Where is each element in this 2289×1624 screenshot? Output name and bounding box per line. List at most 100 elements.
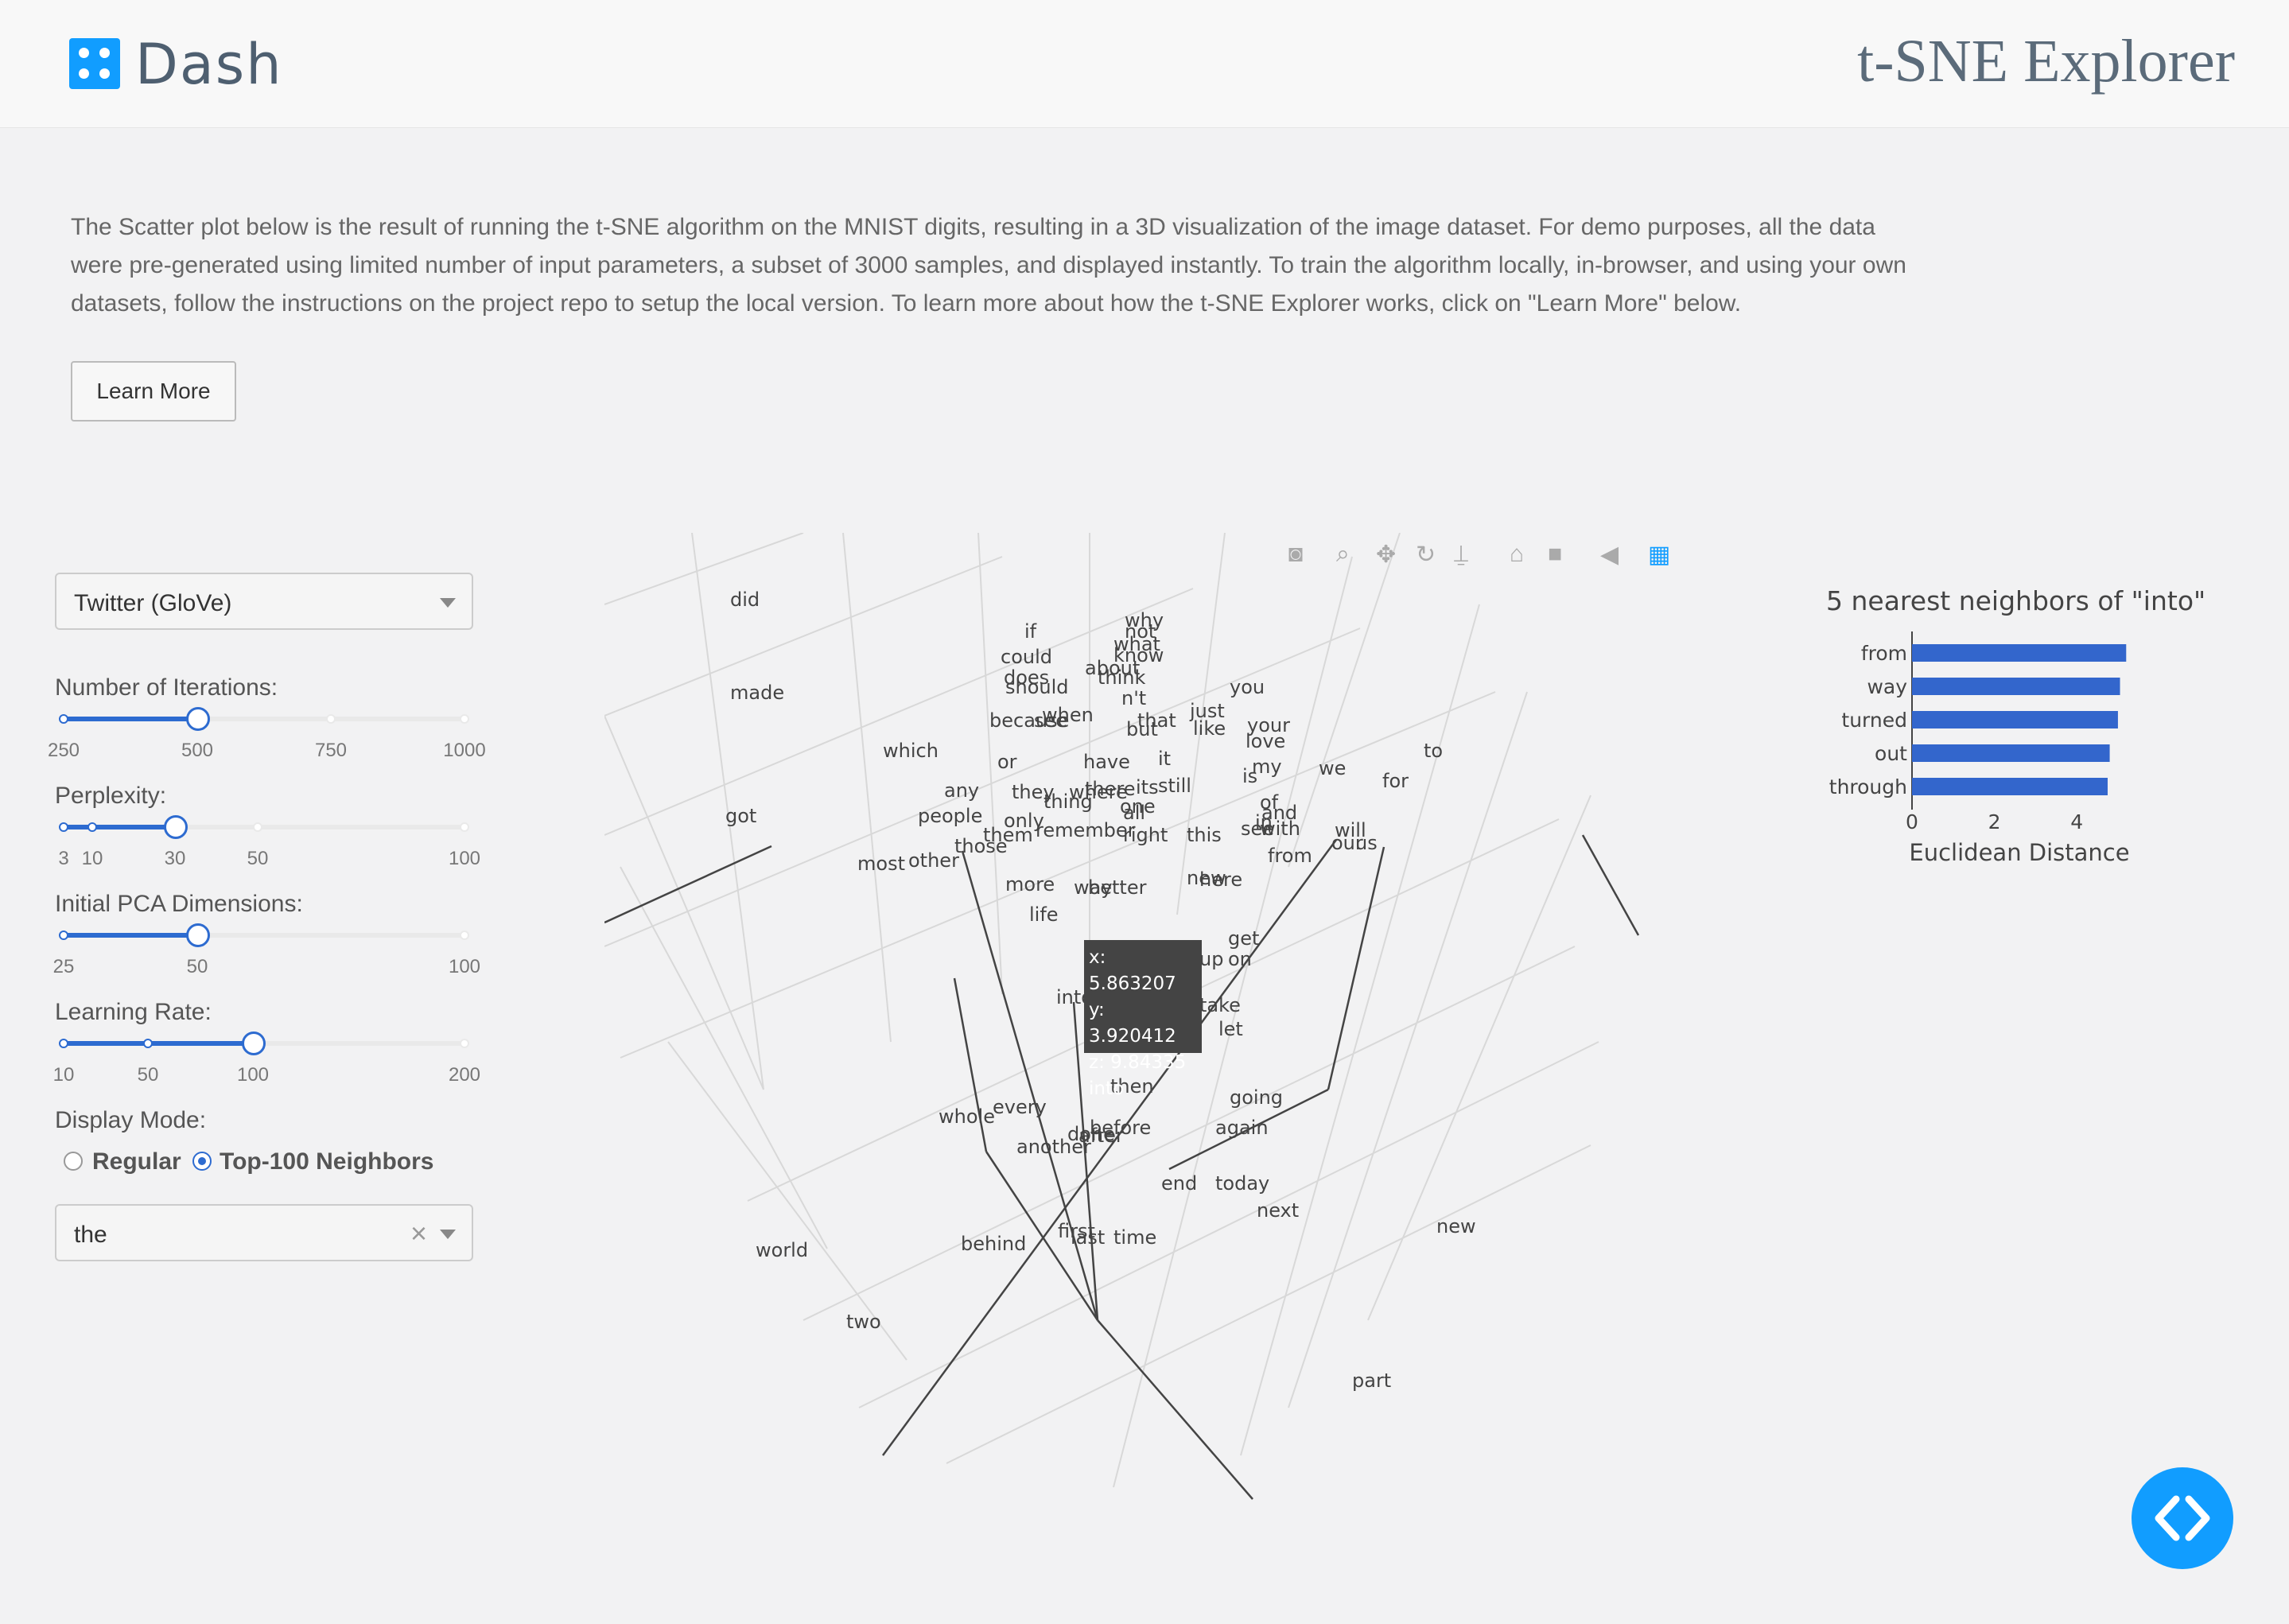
scatter-word[interactable]: life	[1029, 903, 1059, 926]
scatter-word[interactable]: two	[846, 1311, 881, 1333]
scatter-word[interactable]: end	[1161, 1172, 1198, 1195]
scatter-word[interactable]: because	[989, 709, 1070, 732]
scatter-word[interactable]: that	[1137, 709, 1176, 732]
radio-regular-label[interactable]: Regular	[92, 1148, 181, 1175]
code-toggle-button[interactable]	[2132, 1467, 2233, 1569]
scatter-word[interactable]: way	[1074, 876, 1113, 899]
bar-through[interactable]	[1912, 778, 2108, 795]
scatter-word[interactable]: those	[954, 835, 1008, 857]
scatter-word[interactable]: on	[1228, 948, 1252, 970]
clear-icon[interactable]: ×	[410, 1217, 427, 1249]
perplexity-slider[interactable]	[59, 811, 469, 843]
scatter-word[interactable]: will	[1335, 819, 1366, 841]
plotly-logo-icon[interactable]: ▦	[1648, 542, 1671, 568]
radio-top-neighbors[interactable]	[192, 1152, 212, 1171]
camera-icon[interactable]: ◙	[1288, 541, 1304, 567]
turntable-icon[interactable]: ⍊	[1454, 541, 1468, 567]
scatter-word[interactable]: last	[1071, 1226, 1106, 1249]
scatter-word[interactable]: why	[1125, 609, 1164, 631]
scatter-word[interactable]: take	[1199, 994, 1241, 1016]
scatter-word[interactable]: world	[756, 1239, 809, 1261]
scatter-word[interactable]: did	[730, 589, 760, 611]
scatter-word[interactable]: got	[725, 805, 757, 827]
scatter-word[interactable]: better	[1088, 876, 1147, 899]
bar-way[interactable]	[1912, 678, 2120, 695]
scatter-word[interactable]: n't	[1121, 687, 1147, 709]
scatter-word[interactable]: new	[1436, 1215, 1476, 1237]
scatter-word[interactable]: only	[1004, 810, 1044, 832]
slider-handle[interactable]	[242, 1032, 266, 1055]
scatter-word[interactable]: all	[1123, 802, 1146, 824]
scatter-word[interactable]: us	[1355, 832, 1378, 854]
scatter-word[interactable]: let	[1218, 1018, 1243, 1040]
dataset-dropdown[interactable]: Twitter (GloVe)	[55, 573, 473, 630]
scatter-word[interactable]: after	[1078, 1125, 1124, 1147]
slider-rail[interactable]	[64, 933, 464, 938]
hover-tag-icon[interactable]: ◀	[1600, 542, 1619, 568]
scatter-word[interactable]: going	[1230, 1086, 1284, 1109]
bar-from[interactable]	[1912, 644, 2127, 662]
scatter-word[interactable]: new	[1187, 867, 1226, 889]
scatter-word[interactable]: but	[1126, 718, 1158, 740]
scatter-word[interactable]: still	[1158, 775, 1191, 797]
scatter-word[interactable]: to	[1424, 740, 1444, 762]
scatter-word[interactable]: done	[1067, 1123, 1115, 1145]
scatter-word[interactable]: thing	[1043, 791, 1093, 813]
scatter-word[interactable]: again	[1215, 1117, 1269, 1139]
pan-icon[interactable]: ✥	[1376, 542, 1397, 568]
scatter-word[interactable]: there	[1085, 778, 1136, 800]
scatter-word[interactable]: if	[1024, 620, 1037, 643]
scatter-word[interactable]: just	[1190, 700, 1225, 722]
zoom-icon[interactable]: ⌕	[1336, 541, 1350, 567]
chevron-down-icon[interactable]	[440, 598, 456, 608]
scatter-word[interactable]: for	[1382, 770, 1409, 792]
learning-rate-slider[interactable]	[59, 1028, 469, 1059]
scatter-word[interactable]: next	[1257, 1199, 1300, 1222]
scatter-word[interactable]: they	[1012, 781, 1055, 803]
scatter-word[interactable]: it	[1158, 748, 1172, 770]
home-icon[interactable]: ⌂	[1510, 541, 1525, 567]
slider-track[interactable]	[64, 825, 175, 829]
scatter-word[interactable]: in	[1255, 811, 1273, 833]
scatter-word[interactable]: more	[1005, 873, 1055, 896]
scatter-word[interactable]: could	[1001, 646, 1052, 668]
scatter-word[interactable]: where	[1069, 781, 1128, 803]
scatter-word[interactable]: part	[1352, 1370, 1392, 1392]
scatter-word[interactable]: before	[1090, 1117, 1152, 1139]
scatter-word[interactable]: here	[1199, 868, 1243, 891]
scatter-word[interactable]: with	[1260, 818, 1300, 840]
scatter-word[interactable]: behind	[961, 1233, 1027, 1255]
nearest-neighbors-chart[interactable]: from way turned out through 0 2 4 Euclidean Dist…	[1813, 628, 2147, 867]
scatter-word[interactable]: and	[1261, 802, 1298, 824]
scatter-word[interactable]: what	[1113, 633, 1160, 655]
iterations-slider[interactable]	[59, 703, 469, 735]
word-search-dropdown[interactable]: the ×	[55, 1204, 473, 1261]
scatter-word[interactable]: we	[1319, 757, 1347, 779]
scatter-word[interactable]: first	[1058, 1220, 1095, 1242]
scatter-word[interactable]: like	[1193, 717, 1226, 740]
scatter-word[interactable]: people	[918, 805, 983, 827]
scatter-word[interactable]: then	[1110, 1075, 1154, 1098]
slider-handle[interactable]	[164, 815, 188, 839]
scatter-word[interactable]: them	[983, 824, 1033, 846]
scatter-word[interactable]: which	[883, 740, 939, 762]
bar-out[interactable]	[1912, 744, 2110, 762]
scatter-word[interactable]: from	[1268, 845, 1312, 867]
scatter-word[interactable]: every	[993, 1096, 1047, 1118]
slider-track[interactable]	[64, 933, 197, 938]
scatter-word[interactable]: about	[1085, 657, 1141, 679]
video-camera-icon[interactable]: ■	[1548, 541, 1563, 567]
orbit-icon[interactable]: ↻	[1416, 542, 1436, 568]
scatter-word[interactable]: have	[1083, 751, 1130, 773]
scatter-word[interactable]: see	[1034, 709, 1068, 732]
slider-rail[interactable]	[64, 825, 464, 829]
radio-top-neighbors-label[interactable]: Top-100 Neighbors	[220, 1148, 434, 1175]
scatter-word[interactable]: should	[1005, 676, 1069, 698]
scatter-word[interactable]: of	[1260, 791, 1279, 814]
scatter-word[interactable]: get	[1228, 927, 1260, 950]
slider-rail[interactable]	[64, 717, 464, 721]
scatter-word[interactable]: other	[908, 849, 959, 872]
scatter-word[interactable]: remember	[1036, 819, 1136, 841]
chevron-down-icon[interactable]	[440, 1230, 456, 1239]
slider-track[interactable]	[64, 717, 197, 721]
